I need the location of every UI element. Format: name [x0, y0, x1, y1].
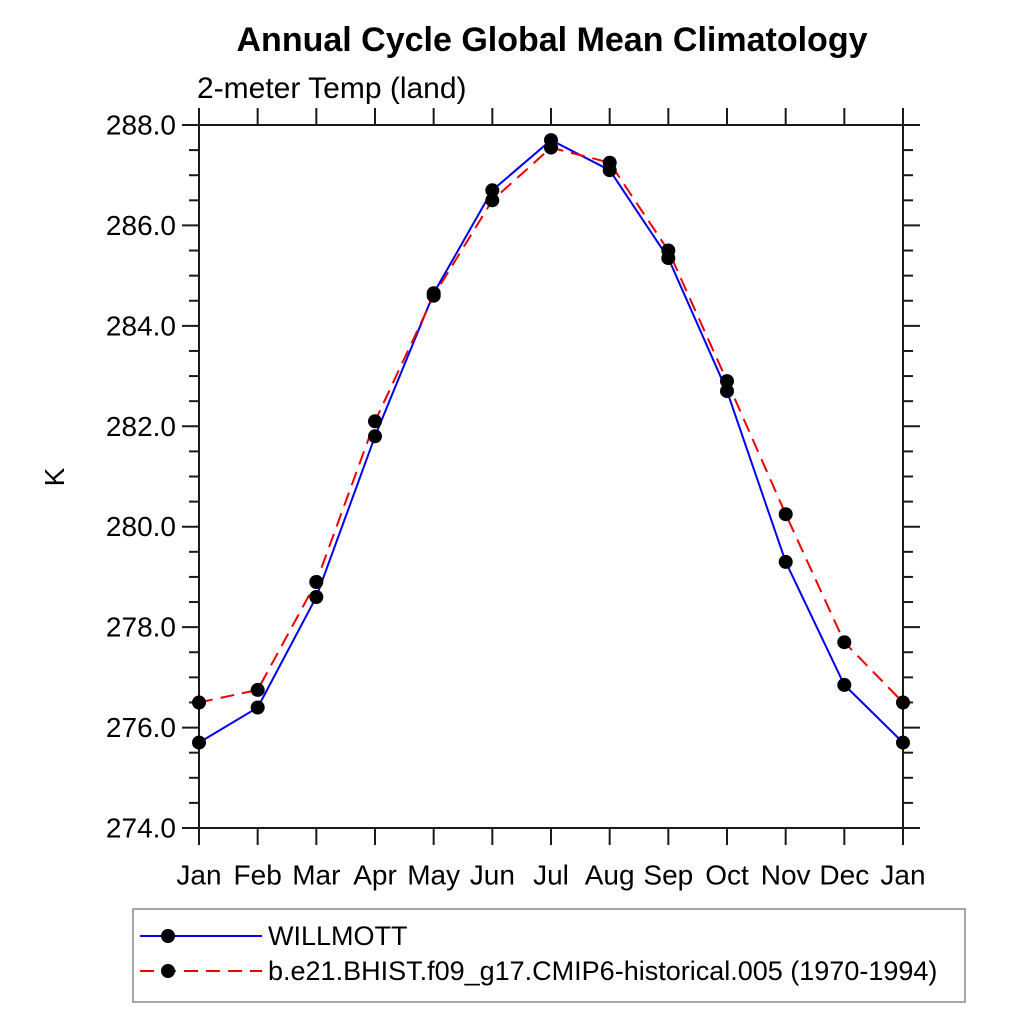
data-point-model	[250, 682, 265, 697]
data-point-model	[426, 288, 441, 303]
data-point-model	[837, 635, 852, 650]
data-point-model	[661, 243, 676, 258]
y-tick-label: 284.0	[106, 310, 176, 341]
x-month-label: Jul	[533, 860, 569, 891]
x-month-label: May	[407, 860, 460, 891]
legend-label-willmott: WILLMOTT	[268, 921, 408, 951]
x-month-label: Nov	[761, 860, 811, 891]
data-point-willmott	[837, 677, 852, 692]
x-month-label: Feb	[234, 860, 282, 891]
data-point-model	[485, 193, 500, 208]
data-point-willmott	[778, 554, 793, 569]
data-point-model	[720, 374, 734, 389]
legend-marker-model	[161, 964, 175, 978]
data-point-willmott	[250, 700, 265, 715]
data-point-willmott	[192, 735, 206, 750]
data-point-model	[544, 140, 558, 155]
chart-title: Annual Cycle Global Mean Climatology	[237, 21, 868, 59]
chart-subtitle: 2-meter Temp (land)	[197, 72, 467, 105]
data-point-willmott	[720, 384, 734, 399]
data-point-model	[602, 155, 617, 170]
x-month-label: Jan	[176, 860, 221, 891]
legend-entry-willmott: WILLMOTT	[140, 921, 408, 951]
data-point-model	[368, 414, 382, 429]
data-point-model	[778, 507, 793, 522]
legend-entry-model: b.e21.BHIST.f09_g17.CMIP6-historical.005…	[140, 956, 937, 986]
legend-marker-willmott	[161, 929, 175, 943]
plot-frame	[198, 124, 904, 829]
x-month-label: Aug	[585, 860, 635, 891]
data-point-willmott	[368, 429, 382, 444]
data-point-model	[309, 575, 324, 589]
x-month-label: Oct	[705, 860, 749, 891]
legend-label-model: b.e21.BHIST.f09_g17.CMIP6-historical.005…	[268, 956, 937, 986]
y-tick-label: 282.0	[106, 411, 176, 442]
x-month-label: Jun	[470, 860, 515, 891]
x-month-label: Jan	[880, 860, 925, 891]
y-tick-label: 276.0	[106, 712, 176, 743]
data-point-model	[192, 695, 206, 710]
x-month-label: Mar	[292, 860, 340, 891]
data-point-model	[896, 695, 910, 710]
y-tick-label: 280.0	[106, 511, 176, 542]
axes: 274.0 276.0 278.0 280.0 282.0 284.0 286.0 288.0…	[106, 108, 926, 891]
series-line-willmott	[198, 138, 904, 744]
x-month-label: Dec	[819, 860, 869, 891]
x-month-label: Apr	[353, 860, 397, 891]
y-tick-label: 288.0	[106, 110, 176, 141]
y-tick-label: 286.0	[106, 210, 176, 241]
legend: WILLMOTT b.e21.BHIST.f09_g17.CMIP6-histo…	[132, 908, 966, 1003]
data-point-willmott	[485, 183, 500, 198]
data-point-willmott	[309, 590, 324, 604]
data-point-willmott	[896, 735, 910, 750]
y-tick-label: 278.0	[106, 612, 176, 643]
data-series	[192, 133, 910, 750]
y-tick-label: 274.0	[106, 813, 176, 844]
y-axis-title: K	[39, 467, 70, 486]
x-month-label: Sep	[643, 860, 693, 891]
legend-box	[132, 908, 966, 1003]
